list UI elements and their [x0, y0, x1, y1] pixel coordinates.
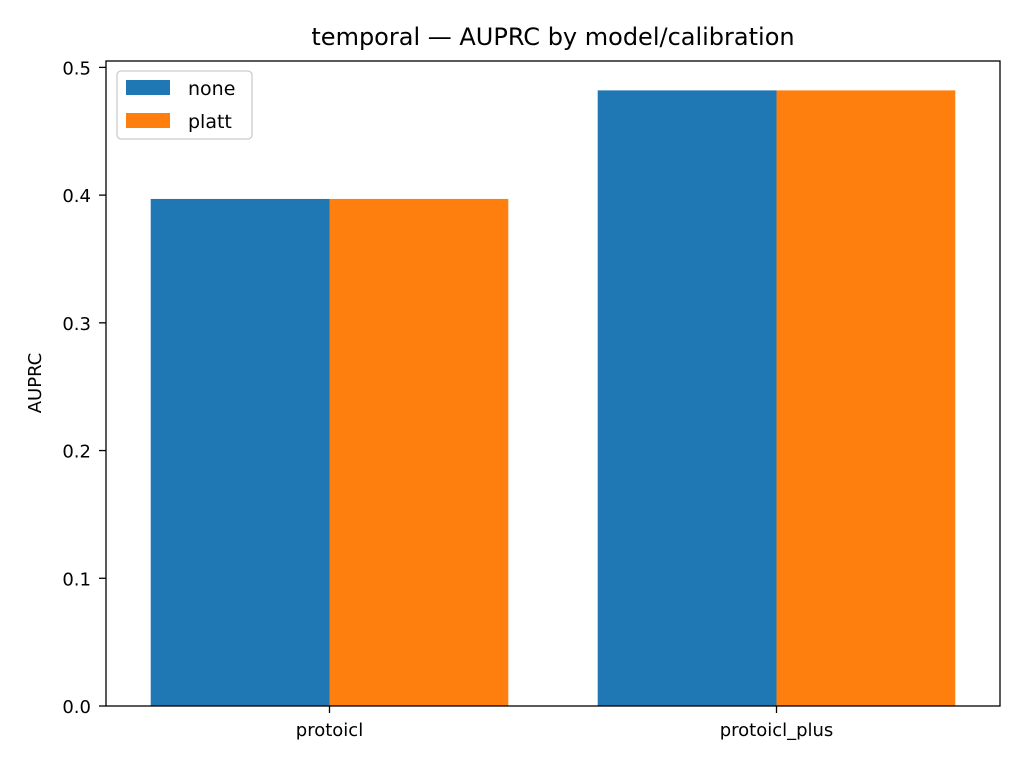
bar-none-protoicl_plus: [597, 90, 777, 707]
legend-label-none: none: [188, 78, 235, 100]
y-tick-label: 0.5: [62, 58, 91, 79]
bar-platt-protoicl_plus: [776, 90, 956, 707]
legend-label-platt: platt: [188, 111, 232, 133]
chart-title: temporal — AUPRC by model/calibration: [311, 23, 794, 51]
y-tick-label: 0.2: [62, 442, 91, 463]
bar-platt-protoicl: [329, 198, 509, 706]
bar-none-protoicl: [150, 198, 330, 706]
y-tick-label: 0.4: [62, 186, 91, 207]
ticks-layer: 0.0 0.1 0.2 0.3 0.4 0.5 protoicl protoicl_plus: [62, 58, 833, 741]
x-tick-label: protoicl_plus: [720, 720, 834, 741]
y-tick-label: 0.1: [62, 569, 91, 590]
x-tick-label: protoicl: [296, 720, 363, 741]
legend-swatch-none: [126, 80, 170, 95]
plot-frame: [105, 60, 1001, 707]
y-tick-label: 0.3: [62, 314, 91, 335]
y-tick-label: 0.0: [62, 697, 91, 718]
bars-layer: [150, 90, 956, 707]
legend-swatch-platt: [126, 113, 170, 128]
legend: none platt: [116, 70, 253, 140]
y-axis-label: AUPRC: [25, 353, 46, 414]
